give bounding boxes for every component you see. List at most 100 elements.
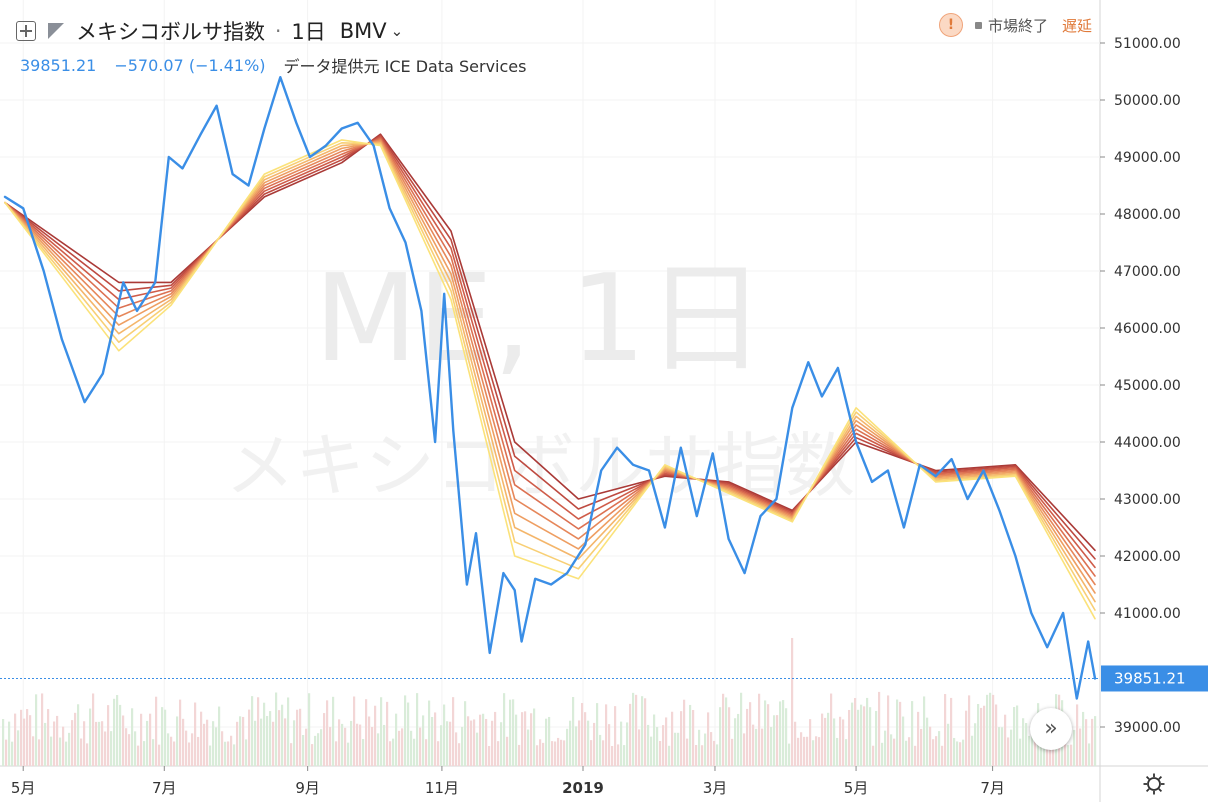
volume-bar (1076, 704, 1079, 766)
volume-bar (806, 736, 809, 766)
volume-bar (569, 720, 572, 766)
volume-bar (29, 715, 32, 766)
chevron-down-icon[interactable]: ⌄ (390, 22, 404, 40)
volume-bar (944, 694, 947, 766)
volume-bar (695, 745, 698, 766)
volume-bar (506, 736, 509, 766)
volume-bar (383, 724, 386, 766)
volume-bar (497, 741, 500, 766)
volume-bar (1028, 735, 1031, 766)
volume-bar (128, 734, 131, 766)
volume-bar (425, 739, 428, 766)
interval-label[interactable]: 1日 (291, 20, 326, 44)
volume-bar (887, 695, 890, 766)
volume-bar (41, 693, 44, 766)
volume-bar (14, 713, 17, 766)
delay-label[interactable]: 遅延 (1061, 16, 1092, 35)
warning-icon[interactable]: ! (938, 13, 963, 37)
volume-bar (794, 721, 797, 766)
volume-bar (524, 711, 527, 766)
volume-bar (374, 705, 377, 766)
volume-bar (632, 692, 635, 766)
volume-bar (875, 710, 878, 766)
volume-bar (983, 705, 986, 766)
volume-bar (800, 732, 803, 766)
volume-bar (23, 718, 26, 766)
volume-bar (278, 710, 281, 766)
x-tick-label: 5月 (11, 779, 36, 797)
volume-bar (758, 693, 761, 766)
volume-bar (287, 697, 290, 766)
volume-bar (74, 712, 77, 766)
x-tick-label: 7月 (152, 779, 177, 797)
time-axis[interactable]: 5月 7月 9月 11月 2019 3月 5月 7月 (11, 766, 1005, 797)
y-tick-label: 46000.00 (1114, 321, 1181, 337)
volume-bar (380, 697, 383, 766)
volume-bar (125, 728, 128, 766)
volume-bar (662, 725, 665, 766)
last-price-label-box (1101, 665, 1208, 692)
x-tick-label: 9月 (295, 779, 320, 797)
market-status-dot (974, 21, 982, 29)
settings-gear-icon[interactable] (1142, 772, 1166, 796)
volume-bar (203, 723, 206, 766)
symbol-name[interactable]: メキシコボルサ指数 (76, 20, 265, 44)
volume-bar (317, 733, 320, 766)
scroll-to-realtime-button[interactable]: » (1030, 708, 1072, 750)
separator-dot: · (275, 19, 282, 43)
volume-bar (392, 738, 395, 766)
volume-bar (1070, 744, 1073, 766)
exchange-label[interactable]: BMV (339, 19, 387, 43)
volume-bar (1094, 716, 1097, 766)
volume-bar (893, 738, 896, 766)
volume-bar (854, 698, 857, 766)
volume-bar (803, 736, 806, 766)
volume-bar (413, 738, 416, 766)
volume-bar (395, 713, 398, 766)
compare-plus-icon[interactable] (16, 21, 36, 41)
volume-bar (959, 742, 962, 766)
volume-bar (1073, 729, 1076, 766)
volume-bar (470, 720, 473, 766)
volume-bar (554, 741, 557, 766)
price-change: −570.07 (−1.41%) (114, 55, 266, 75)
volume-bar (587, 720, 590, 766)
volume-bar (968, 695, 971, 766)
volume-bar (158, 744, 161, 766)
volume-bar (668, 745, 671, 766)
price-axis[interactable]: 51000.00 50000.00 49000.00 48000.00 47000.00… (1100, 36, 1181, 736)
y-tick-label: 48000.00 (1114, 207, 1181, 223)
volume-bar (281, 704, 284, 766)
volume-bar (371, 727, 374, 766)
volume-bar (422, 715, 425, 766)
volume-bar (437, 741, 440, 766)
volume-bar (473, 719, 476, 766)
volume-bar (545, 718, 548, 766)
volume-bar (50, 736, 53, 766)
y-tick-label: 39000.00 (1114, 720, 1181, 736)
volume-bar (815, 736, 818, 766)
volume-bar (260, 718, 263, 766)
volume-bar (1016, 705, 1019, 766)
volume-bar (884, 730, 887, 766)
volume-bar (767, 704, 770, 766)
volume-bar (752, 724, 755, 766)
volume-bar (1010, 729, 1013, 766)
volume-bar (299, 708, 302, 766)
volume-bar (533, 708, 536, 766)
volume-bar (698, 729, 701, 766)
volume-bar (398, 730, 401, 766)
volume-bar (179, 699, 182, 766)
volume-bar (863, 706, 866, 766)
volume-bar (905, 740, 908, 766)
volume-bar (416, 693, 419, 766)
flag-icon[interactable] (48, 23, 64, 39)
volume-bar (692, 710, 695, 766)
volume-bar (98, 721, 101, 766)
volume-bar (77, 704, 80, 766)
volume-bar (788, 743, 791, 766)
volume-bar (953, 737, 956, 766)
volume-bar (353, 696, 356, 766)
volume-bar (776, 715, 779, 766)
